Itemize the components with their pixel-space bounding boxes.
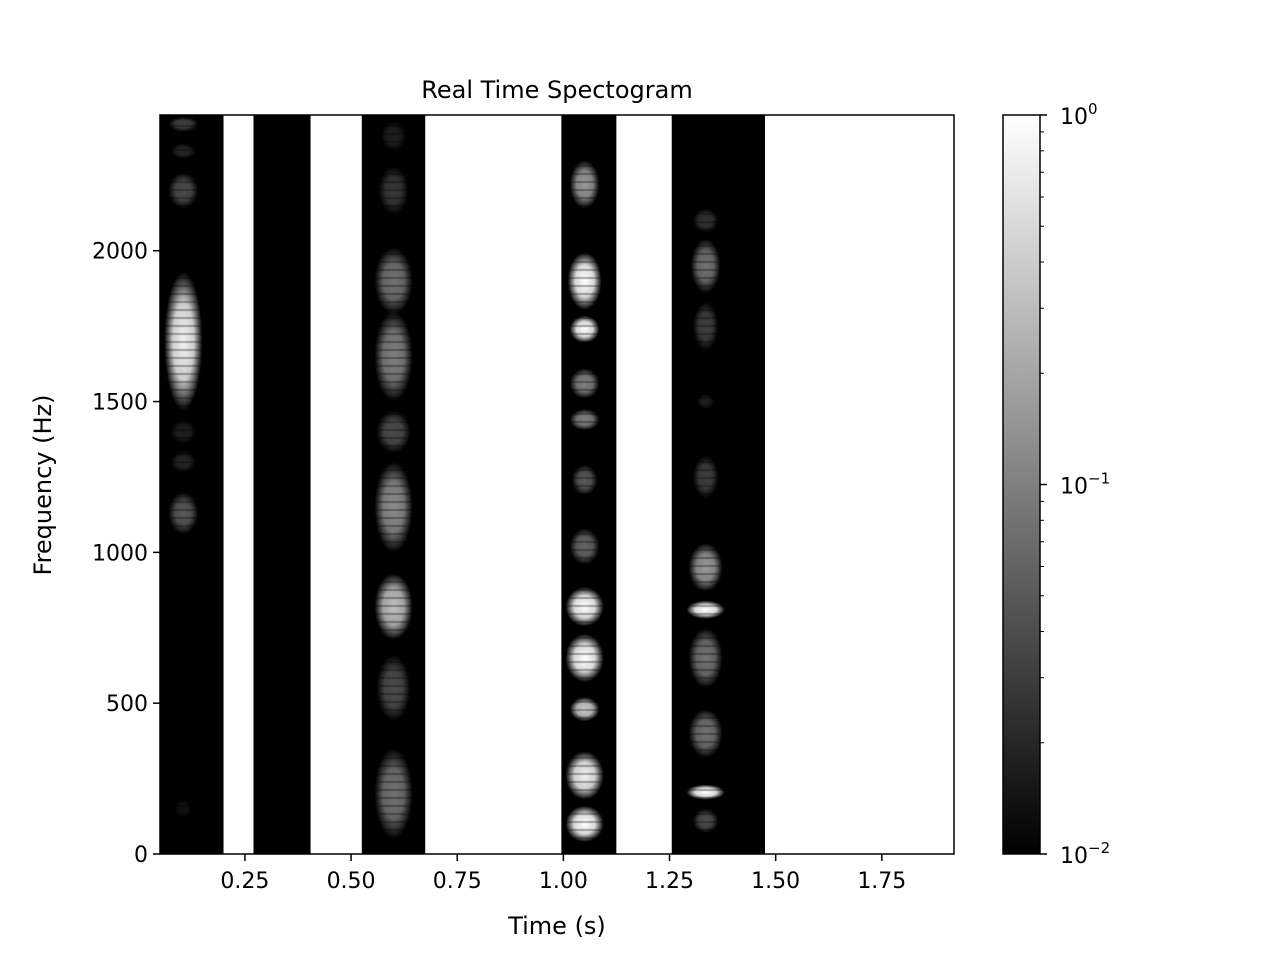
frame-background (160, 115, 224, 854)
y-tick-label: 500 (106, 692, 148, 717)
energy-blob (570, 368, 600, 398)
active-frame-0 (160, 115, 224, 854)
energy-blob (171, 144, 196, 159)
chart-title: Real Time Spectogram (421, 76, 692, 104)
y-tick-label: 1500 (92, 391, 148, 416)
energy-blob (171, 420, 196, 444)
colorbar-gradient (1003, 115, 1040, 854)
y-tick-label: 1000 (92, 541, 148, 566)
y-axis-label: Frequency (Hz) (29, 395, 57, 576)
silent-frame-3 (311, 115, 362, 854)
frame-background (253, 115, 310, 854)
energy-blob (168, 492, 198, 534)
energy-blob (374, 248, 412, 314)
energy-blob (687, 601, 725, 619)
silent-frame-5 (425, 115, 561, 854)
x-tick-label: 1.25 (645, 869, 694, 894)
energy-blob (565, 634, 603, 682)
y-axis-ticks: 0 500 1000 1500 2000 (92, 240, 160, 868)
silent-frame-7 (616, 115, 671, 854)
x-tick-label: 1.50 (751, 869, 800, 894)
energy-blob (570, 409, 600, 430)
y-tick-label: 0 (134, 843, 148, 868)
x-axis-label: Time (s) (507, 912, 606, 940)
colorbar-ticks: 100 10−1 10−2 (1040, 100, 1110, 869)
energy-blob (565, 806, 603, 842)
colorbar-tick-label: 10−1 (1060, 470, 1110, 500)
x-tick-label: 0.75 (433, 869, 482, 894)
active-frame-4 (362, 115, 426, 854)
colorbar-tick-label: 10−2 (1060, 839, 1110, 869)
energy-blob (374, 748, 412, 838)
x-tick-label: 0.25 (220, 869, 269, 894)
silent-frame-1 (224, 115, 254, 854)
active-frame-2 (253, 115, 310, 854)
colorbar: 100 10−1 10−2 (1003, 100, 1110, 869)
energy-blob (377, 655, 411, 721)
silent-frame-9 (765, 115, 954, 854)
colorbar-tick-label: 100 (1060, 100, 1098, 130)
spectrogram-frames (160, 115, 954, 854)
x-tick-label: 0.50 (327, 869, 376, 894)
x-tick-label: 1.00 (539, 869, 588, 894)
energy-blob (570, 160, 600, 208)
y-tick-label: 2000 (92, 240, 148, 265)
active-frame-6 (561, 115, 616, 854)
energy-blob (570, 316, 600, 343)
energy-blob (374, 462, 412, 552)
x-tick-label: 1.75 (857, 869, 906, 894)
energy-blob (374, 311, 412, 401)
x-axis-ticks: 0.25 0.50 0.75 1.00 1.25 1.50 1.75 (220, 854, 906, 894)
active-frame-8 (672, 115, 765, 854)
plot-area (160, 115, 954, 854)
